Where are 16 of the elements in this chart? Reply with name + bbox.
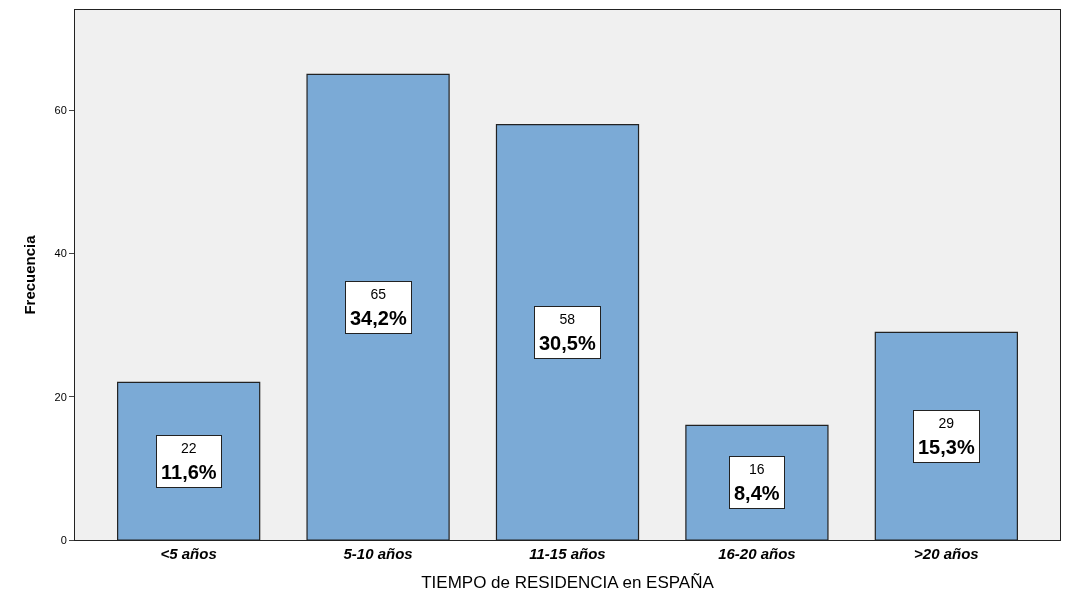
data-label: 65 34,2% xyxy=(350,286,407,329)
x-tick-label: 16-20 años xyxy=(718,545,796,562)
y-axis-title: Frecuencia xyxy=(20,234,38,315)
x-tick-label: <5 años xyxy=(160,545,217,562)
x-tick-label: >20 años xyxy=(914,545,979,562)
x-axis-title: TIEMPO de RESIDENCIA en ESPAÑA xyxy=(421,573,715,593)
data-label: 58 30,5% xyxy=(539,311,596,354)
data-label: 22 11,6% xyxy=(161,440,217,483)
data-label: 16 8,4% xyxy=(734,461,780,504)
x-tick-label: 5-10 años xyxy=(343,545,413,562)
data-label: 29 15,3% xyxy=(918,415,975,458)
x-tick-label: 11-15 años xyxy=(529,545,606,562)
y-tick-label: 20 xyxy=(54,390,67,403)
y-tick-label: 40 xyxy=(54,247,67,260)
y-tick-label: 60 xyxy=(54,104,67,117)
y-tick-label: 0 xyxy=(60,533,67,546)
